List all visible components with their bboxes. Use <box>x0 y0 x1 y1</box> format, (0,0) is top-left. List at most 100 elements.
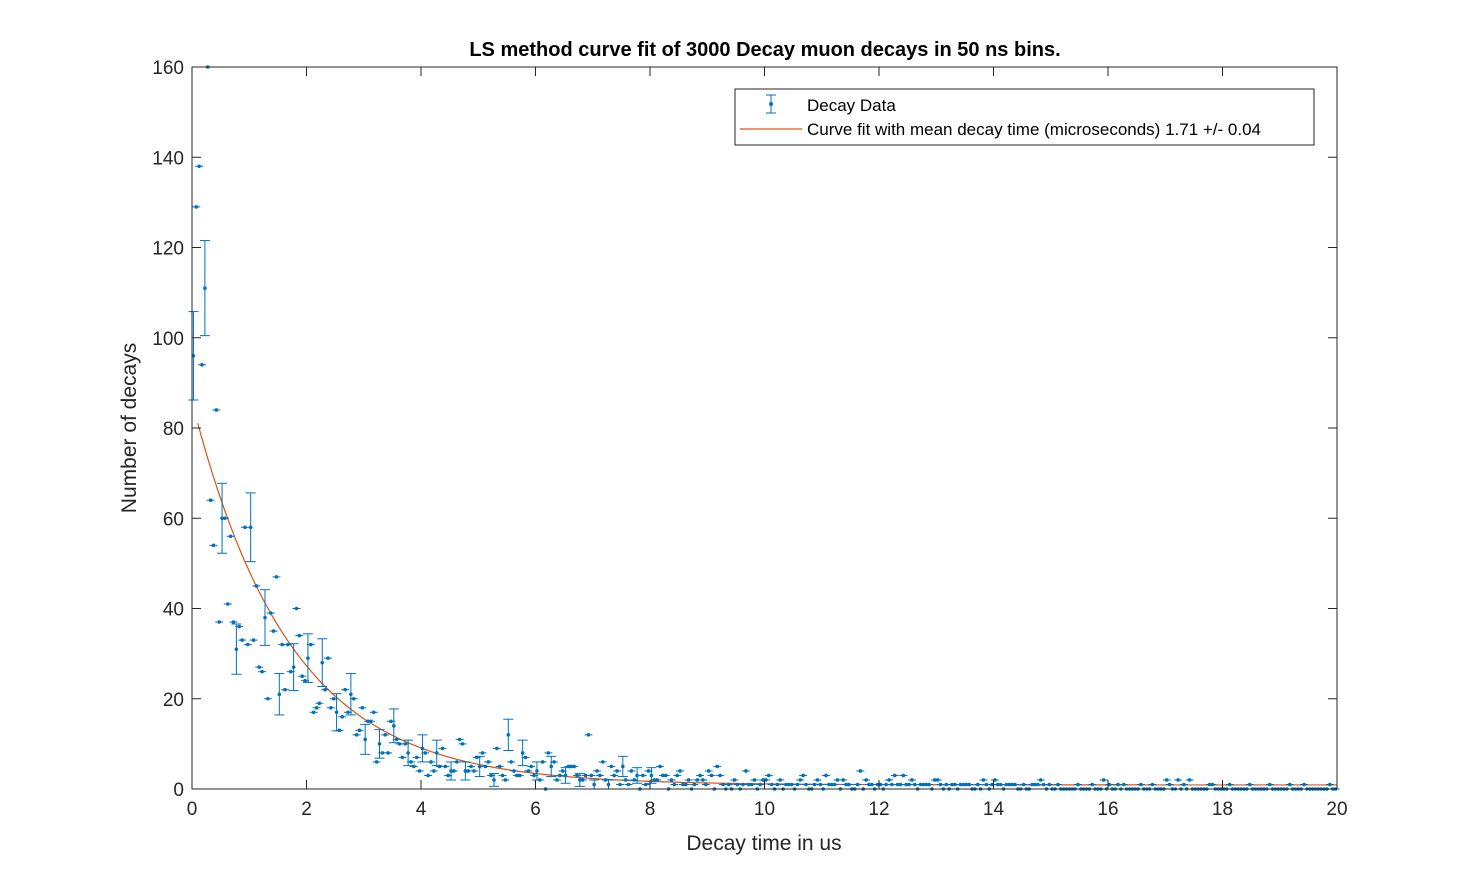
data-point <box>478 751 487 755</box>
y-tick-label: 100 <box>152 329 184 350</box>
data-point <box>372 760 381 764</box>
data-point <box>469 769 478 773</box>
data-point <box>546 755 557 778</box>
data-point <box>198 363 207 367</box>
data-point <box>503 718 514 751</box>
data-point <box>1136 782 1145 787</box>
data-point <box>358 705 367 710</box>
data-point <box>495 764 504 769</box>
data-point <box>366 719 375 724</box>
data-point <box>212 408 221 412</box>
data-point <box>240 525 249 530</box>
data-point <box>458 742 467 746</box>
data-point <box>1053 782 1062 787</box>
data-point <box>507 760 516 764</box>
data-point <box>321 687 330 692</box>
data-point <box>238 638 247 642</box>
data-point <box>206 498 215 503</box>
data-point <box>199 240 210 337</box>
data-point <box>259 589 270 646</box>
data-point <box>335 728 344 733</box>
data-point <box>195 164 204 169</box>
data-point <box>188 311 199 401</box>
data-point <box>1162 778 1171 782</box>
data-point <box>412 755 421 760</box>
data-point <box>501 778 510 782</box>
data-point <box>1225 782 1234 787</box>
data-point <box>292 606 301 611</box>
data-point <box>965 782 974 787</box>
data-point <box>1325 782 1334 787</box>
data-point <box>235 624 244 629</box>
data-point <box>776 778 785 782</box>
chart-title: LS method curve fit of 3000 Decay muon d… <box>469 39 1060 61</box>
data-point <box>544 751 553 755</box>
data-point <box>488 773 499 787</box>
data-point <box>615 782 624 787</box>
y-tick-label: 20 <box>163 690 184 711</box>
data-point <box>272 575 281 579</box>
data-point <box>799 773 808 778</box>
data-point <box>552 778 561 782</box>
data-point <box>713 764 722 769</box>
x-tick-label: 8 <box>645 799 656 820</box>
data-point <box>607 764 616 769</box>
data-point <box>315 701 324 706</box>
data-point <box>492 746 501 751</box>
data-point <box>312 705 321 710</box>
data-point <box>510 769 519 773</box>
y-tick-label: 160 <box>152 58 184 79</box>
data-point <box>730 778 739 782</box>
data-point <box>424 773 433 778</box>
data-point <box>830 782 839 787</box>
data-point <box>295 633 304 638</box>
data-point <box>527 764 536 769</box>
data-point <box>587 773 596 778</box>
x-axis-ticks: 0 2 4 6 8 10 12 14 16 18 20 <box>187 67 1348 820</box>
data-point <box>249 638 258 642</box>
data-point <box>862 778 871 782</box>
data-point <box>298 674 307 678</box>
data-point <box>455 737 464 742</box>
data-point <box>1285 782 1294 787</box>
data-point <box>223 602 232 606</box>
data-point <box>538 760 547 764</box>
data-point <box>349 696 358 701</box>
data-point <box>243 642 252 647</box>
data-point <box>274 673 285 716</box>
y-tick-label: 60 <box>163 509 184 530</box>
data-point <box>438 746 447 751</box>
data-point <box>326 705 335 710</box>
data-point <box>661 773 670 778</box>
data-layer <box>188 65 1340 791</box>
y-axis-ticks: 0 20 40 60 80 100 120 140 160 <box>152 58 1337 801</box>
y-tick-label: 40 <box>163 600 184 621</box>
data-point <box>764 773 773 778</box>
data-point <box>816 782 825 787</box>
data-point <box>266 611 275 615</box>
data-point <box>773 782 782 787</box>
data-point <box>593 769 602 773</box>
data-point <box>306 642 315 647</box>
data-point <box>578 778 587 782</box>
data-point <box>226 534 235 539</box>
data-point <box>667 778 676 782</box>
data-point <box>255 665 264 669</box>
y-tick-label: 120 <box>152 239 184 260</box>
legend-label-fit: Curve fit with mean decay time (microsec… <box>807 120 1261 139</box>
data-point <box>484 760 493 764</box>
data-point <box>258 669 267 674</box>
x-tick-label: 0 <box>187 799 198 820</box>
data-point <box>584 733 593 737</box>
x-tick-label: 6 <box>530 799 541 820</box>
data-point <box>281 687 290 692</box>
data-point <box>192 205 201 209</box>
data-point <box>690 782 699 787</box>
data-point <box>409 764 418 769</box>
data-point <box>220 516 229 521</box>
data-point <box>263 696 272 701</box>
data-point <box>1165 782 1174 787</box>
data-point <box>1185 778 1194 782</box>
data-point <box>796 778 805 782</box>
data-point <box>474 755 485 778</box>
